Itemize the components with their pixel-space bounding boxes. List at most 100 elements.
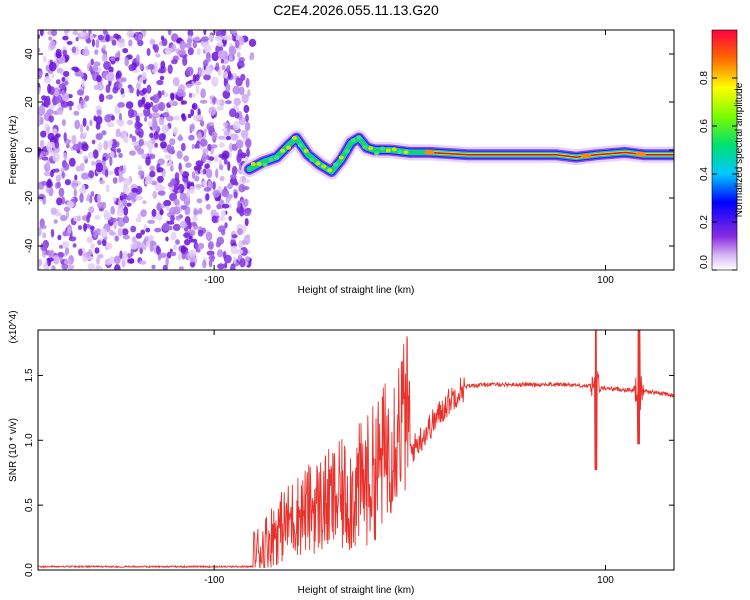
noise-speckle: [196, 48, 201, 56]
noise-speckle: [135, 195, 143, 201]
noise-speckle: [194, 74, 200, 82]
noise-speckle: [96, 256, 100, 265]
ridge-blob: [315, 161, 321, 166]
noise-speckle: [93, 115, 97, 122]
noise-speckle: [220, 59, 224, 64]
noise-speckle: [98, 93, 105, 103]
noise-speckle: [121, 259, 126, 268]
noise-speckle: [197, 229, 204, 237]
noise-speckle: [55, 133, 61, 138]
noise-speckle: [53, 219, 58, 224]
ridge-hotspot: [580, 153, 591, 159]
noise-speckle: [210, 209, 217, 217]
noise-speckle: [96, 109, 102, 117]
noise-speckle: [199, 99, 208, 104]
noise-speckle: [203, 74, 211, 81]
noise-speckle: [58, 187, 65, 198]
noise-speckle: [42, 197, 47, 205]
noise-speckle: [203, 187, 212, 192]
noise-speckle: [187, 113, 192, 119]
noise-speckle: [163, 199, 172, 207]
noise-speckle: [202, 168, 207, 175]
ridge-hotspot: [424, 149, 435, 155]
noise-speckle: [221, 64, 226, 71]
noise-speckle: [202, 42, 209, 48]
noise-speckle: [76, 89, 85, 96]
noise-speckle: [120, 254, 129, 261]
noise-speckle: [140, 209, 147, 218]
noise-speckle: [189, 185, 195, 194]
noise-speckle: [38, 120, 41, 127]
noise-speckle: [181, 171, 190, 179]
noise-speckle: [40, 242, 47, 252]
noise-speckle: [77, 225, 83, 231]
noise-speckle: [227, 161, 231, 172]
noise-speckle: [221, 50, 227, 58]
noise-speckle: [200, 138, 208, 147]
noise-speckle: [127, 192, 136, 200]
noise-speckle: [109, 156, 113, 166]
noise-speckle: [240, 129, 249, 139]
noise-speckle: [154, 182, 163, 192]
noise-speckle: [156, 246, 161, 256]
noise-speckle: [73, 67, 80, 73]
snr-line: [38, 330, 674, 569]
noise-speckle: [90, 243, 95, 249]
noise-speckle: [63, 252, 67, 257]
noise-speckle: [154, 227, 162, 233]
noise-speckle: [103, 211, 112, 221]
noise-speckle: [211, 51, 219, 62]
noise-speckle: [207, 143, 212, 152]
noise-speckle: [165, 162, 171, 167]
noise-speckle: [71, 134, 77, 145]
noise-speckle: [97, 253, 104, 259]
snr-ytick-label: 1.5: [24, 368, 35, 382]
noise-speckle: [224, 262, 228, 269]
noise-speckle: [159, 209, 164, 215]
noise-speckle: [77, 215, 81, 222]
noise-speckle: [166, 251, 172, 259]
noise-speckle: [122, 48, 129, 54]
ridge-blob: [374, 151, 379, 156]
noise-speckle: [179, 40, 186, 50]
noise-speckle: [243, 198, 249, 207]
noise-speckle: [157, 190, 166, 196]
noise-speckle: [130, 242, 139, 250]
noise-speckle: [195, 114, 203, 121]
noise-speckle: [205, 154, 210, 160]
noise-speckle: [130, 247, 134, 257]
noise-speckle: [191, 171, 196, 179]
noise-speckle: [212, 189, 220, 198]
noise-speckle: [227, 182, 233, 190]
noise-speckle: [186, 188, 190, 197]
noise-speckle: [123, 177, 131, 187]
noise-speckle: [183, 232, 191, 238]
noise-speckle: [162, 264, 168, 270]
noise-speckle: [129, 150, 136, 156]
noise-speckle: [225, 100, 232, 105]
ridge-blob: [362, 145, 368, 150]
noise-speckle: [154, 142, 159, 148]
noise-speckle: [184, 182, 188, 190]
noise-speckle: [83, 252, 91, 258]
noise-speckle: [46, 178, 52, 188]
noise-speckle: [108, 217, 117, 223]
noise-speckle: [170, 59, 178, 65]
noise-speckle: [180, 142, 186, 152]
noise-speckle: [194, 81, 202, 86]
noise-speckle: [75, 37, 79, 42]
noise-speckle: [110, 56, 115, 62]
noise-speckle: [186, 38, 193, 45]
noise-speckle: [67, 226, 72, 235]
noise-speckle: [49, 40, 56, 50]
noise-speckle: [139, 77, 144, 84]
noise-speckle: [46, 126, 50, 134]
ridge-blob: [309, 157, 315, 162]
noise-speckle: [158, 101, 166, 112]
noise-speckle: [56, 181, 61, 189]
noise-speckle: [243, 104, 250, 114]
noise-speckle: [247, 89, 251, 97]
noise-speckle: [215, 99, 221, 105]
noise-speckle: [50, 169, 54, 178]
noise-speckle: [196, 140, 201, 149]
